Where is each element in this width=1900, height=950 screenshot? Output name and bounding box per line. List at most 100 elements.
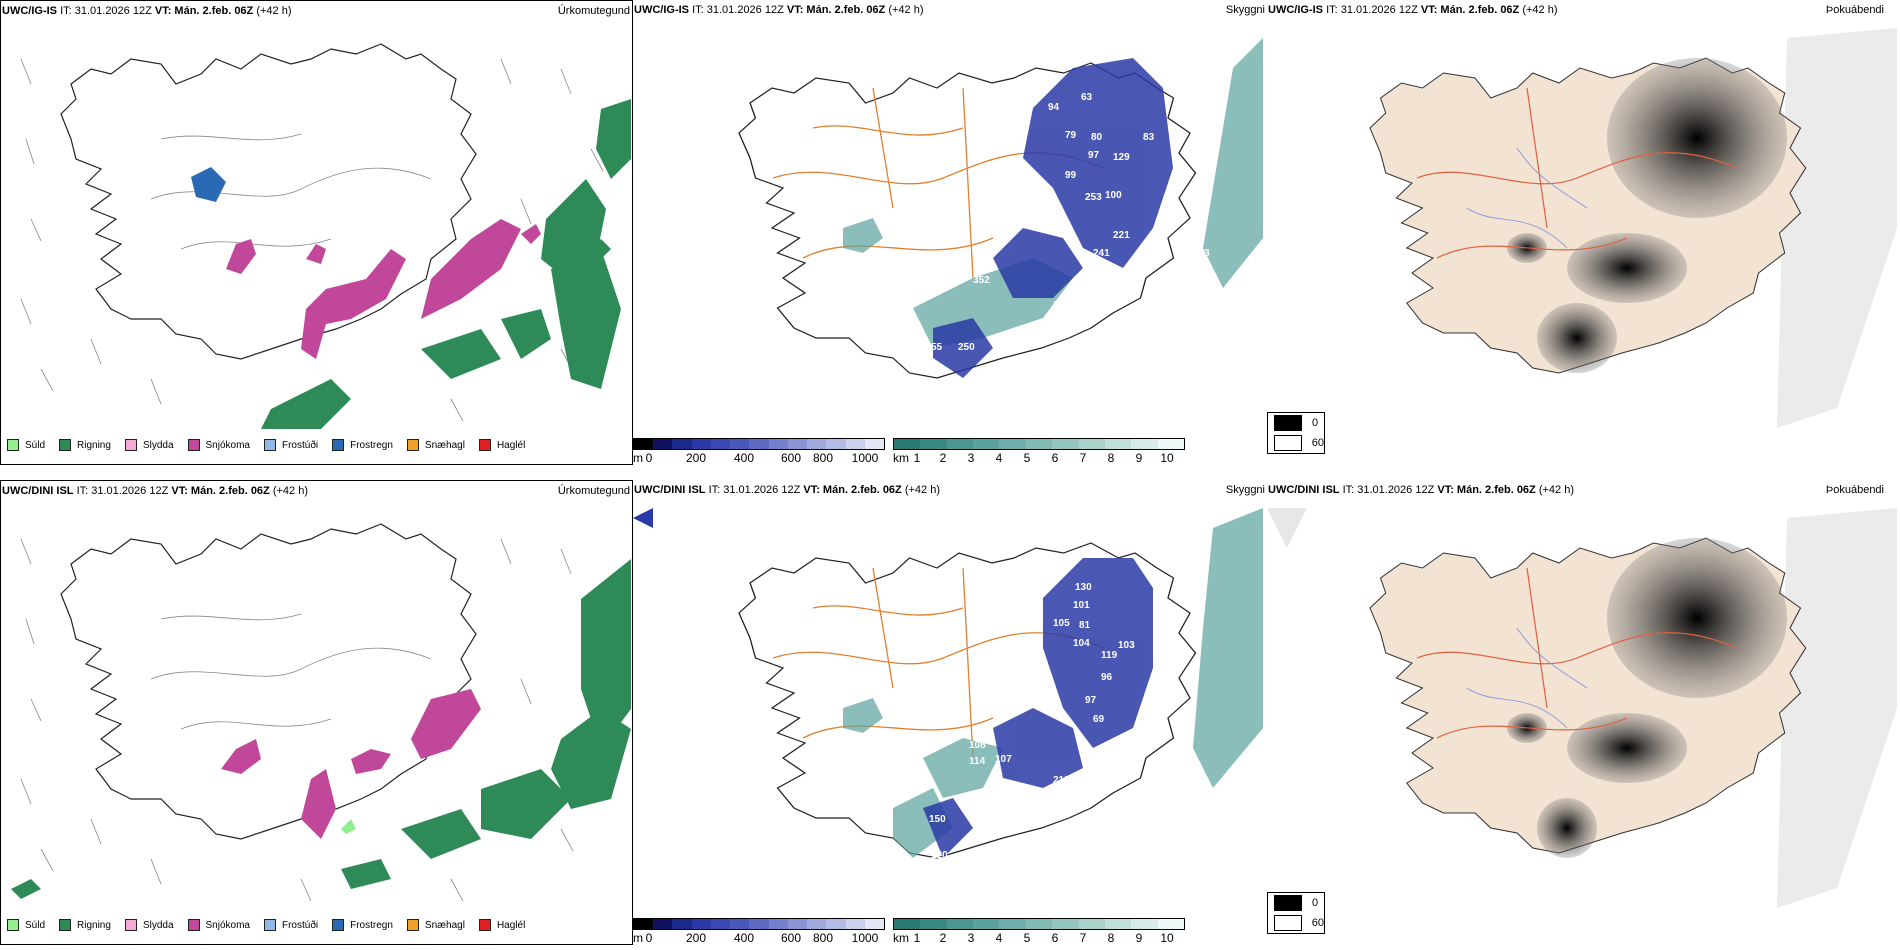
legend-item: Haglél (478, 919, 526, 931)
legend-item: Rigning (59, 919, 111, 931)
init-time: IT: 31.01.2026 12Z (76, 485, 169, 497)
height-tick: 0 (645, 931, 653, 945)
cloud-base-label: 253 (1085, 192, 1102, 203)
vis-tick: 10 (1160, 931, 1174, 945)
cloud-base-label: 69 (1093, 714, 1105, 725)
precip-map (20, 43, 631, 429)
panel-header: UWC/IG-IS IT: 31.01.2026 12Z VT: Mán. 2.… (1268, 3, 1898, 17)
height-color-step (864, 439, 885, 449)
panel-header: UWC/DINI ISL IT: 31.01.2026 12Z VT: Mán.… (1268, 483, 1898, 497)
height-color-step (730, 439, 750, 449)
legend-swatch (124, 439, 137, 451)
vis-tick: 6 (1051, 931, 1059, 945)
height-color-step (826, 919, 846, 929)
fog-legend-label: 0 (1312, 897, 1319, 909)
height-color-step (672, 919, 692, 929)
frostregn-area (191, 167, 226, 202)
fog-legend: 0 60 (1267, 412, 1325, 454)
legend-label: Slydda (142, 919, 174, 931)
height-tick: 600 (780, 931, 802, 945)
visibility-unit: km (893, 931, 909, 945)
legend-item: Haglél (478, 439, 525, 451)
height-strip (633, 918, 885, 930)
legend-item: Frostúði (263, 919, 318, 931)
vis-color-step (920, 439, 947, 449)
init-time: IT: 31.01.2026 12Z (692, 4, 784, 16)
height-color-step (634, 919, 654, 929)
vis-color-step (1078, 439, 1105, 449)
legend-item: Frostregn (332, 439, 393, 451)
height-color-step (826, 439, 846, 449)
legend-label: Frostregn (350, 919, 393, 931)
panel-title: Úrkomutegund (557, 485, 630, 497)
legend-label: Súld (25, 919, 46, 931)
vis-color-step (1157, 439, 1184, 449)
vis-color-step (973, 439, 1000, 449)
cloud-base-label: 257 (1073, 280, 1090, 291)
height-strip (633, 438, 885, 450)
cloud-base-label: 104 (1073, 638, 1090, 649)
legend-item: Súld (7, 439, 45, 451)
cloud-panel-2: UWC/DINI ISL IT: 31.01.2026 12Z VT: Mán.… (633, 480, 1267, 950)
fog-panel-2: UWC/DINI ISL IT: 31.01.2026 12Z VT: Mán.… (1267, 480, 1900, 950)
vis-tick: 4 (995, 931, 1003, 945)
visibility-strip (893, 438, 1185, 450)
height-tick: 200 (685, 451, 707, 465)
fog-legend-item: 60 (1268, 433, 1324, 453)
cloud-areas (923, 558, 1153, 858)
vis-tick: 1 (913, 451, 921, 465)
legend-item: Rigning (59, 439, 111, 451)
height-color-step (730, 919, 750, 929)
legend-swatch (406, 439, 419, 451)
height-color-step (807, 439, 827, 449)
cloud-base-label: 150 (929, 814, 946, 825)
cloud-base-label: 97 (1085, 695, 1097, 706)
legend-item: Snjókoma (187, 919, 250, 931)
fog-legend-item: 60 (1268, 913, 1324, 933)
cloud-areas (933, 58, 1173, 378)
legend-item: Súld (7, 919, 45, 931)
vis-color-step (1052, 439, 1079, 449)
vis-tick: 5 (1023, 451, 1031, 465)
fog-panel-1: UWC/IG-IS IT: 31.01.2026 12Z VT: Mán. 2.… (1267, 0, 1900, 470)
fog-swatch (1274, 915, 1302, 931)
vis-tick: 9 (1135, 451, 1143, 465)
vis-color-step (946, 439, 974, 449)
panel-header: UWC/DINI ISL IT: 31.01.2026 12Z VT: Mán.… (2, 484, 630, 498)
vis-tick: 1 (913, 931, 921, 945)
height-color-step (864, 919, 885, 929)
fog-legend-label: 0 (1312, 417, 1319, 429)
height-tick: 200 (685, 931, 707, 945)
lead-time: (+42 h) (1522, 4, 1558, 16)
cloud-base-label: 703 (1193, 248, 1210, 259)
vis-tick: 2 (939, 931, 947, 945)
cloud-base-label: 129 (1113, 152, 1130, 163)
fog-swatch (1274, 435, 1302, 451)
cloud-base-label: 81 (1079, 620, 1091, 631)
legend-label: Frostúði (281, 439, 319, 451)
height-tick: 400 (733, 931, 755, 945)
visibility-colorbar: km 1 2 3 4 5 6 7 8 9 10 (893, 918, 1185, 948)
vis-tick: 3 (967, 931, 975, 945)
vis-tick: 8 (1107, 451, 1115, 465)
fog-legend: 0 60 (1267, 892, 1325, 934)
model-name: UWC/DINI ISL (1268, 484, 1340, 496)
height-tick: 0 (645, 451, 653, 465)
cloud-base-label: 97 (1088, 150, 1100, 161)
legend-label: Snjókoma (205, 919, 250, 931)
cloud-base-label: 63 (1081, 92, 1093, 103)
iceland-outline (60, 523, 477, 840)
height-color-step (807, 919, 827, 929)
vis-color-step (1157, 919, 1184, 929)
panel-header: UWC/IG-IS IT: 31.01.2026 12Z VT: Mán. 2.… (2, 4, 630, 18)
height-unit: m (633, 451, 643, 465)
cloud-base-label: 96 (1101, 672, 1113, 683)
vis-tick: 2 (939, 451, 947, 465)
height-color-step (768, 919, 788, 929)
fog-swatch (1274, 895, 1302, 911)
legend-label: Haglél (496, 919, 526, 931)
cloud-base-label: 352 (973, 275, 990, 286)
cloud-base-label: 140 (1053, 300, 1070, 311)
